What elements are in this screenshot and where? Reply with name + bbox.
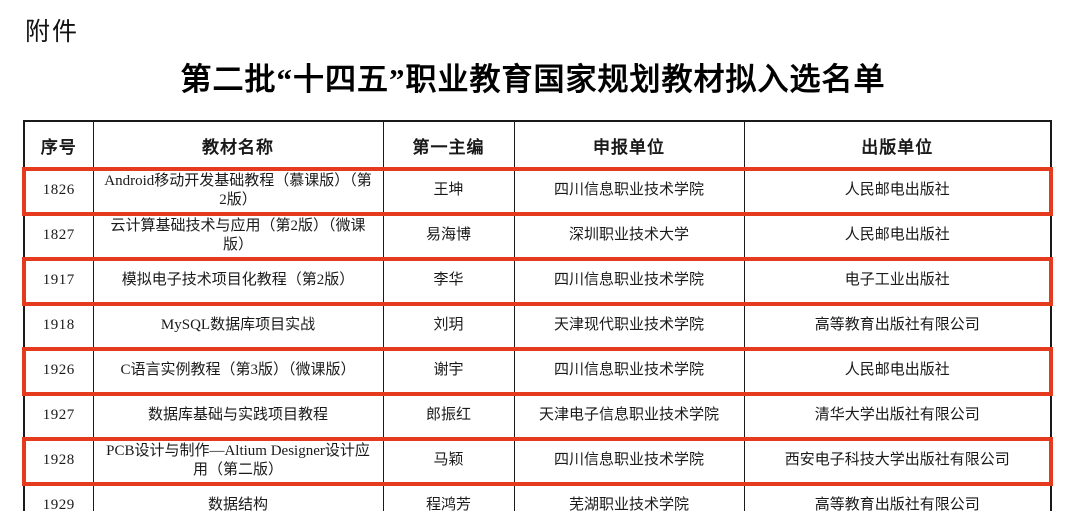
textbook-name: 云计算基础技术与应用（第2版）（微课版） — [92, 213, 384, 259]
table-row: 1826 Android移动开发基础教程（慕课版）（第2版） 王坤 四川信息职业… — [22, 166, 1053, 216]
applicant-unit: 四川信息职业技术学院 — [513, 258, 745, 304]
table-row: 1929 数据结构 程鸿芳 芜湖职业技术学院 高等教育出版社有限公司 — [23, 483, 1052, 511]
textbook-name: 数据库基础与实践项目教程 — [92, 393, 384, 439]
editor-name: 李华 — [382, 258, 515, 304]
publisher-unit: 人民邮电出版社 — [743, 168, 1052, 214]
publisher-unit: 高等教育出版社有限公司 — [743, 303, 1052, 349]
editor-name: 谢宇 — [382, 348, 515, 394]
editor-name: 易海博 — [382, 213, 515, 259]
table-header-row: 序号 教材名称 第一主编 申报单位 出版单位 — [23, 120, 1052, 169]
table-row: 1917 模拟电子技术项目化教程（第2版） 李华 四川信息职业技术学院 电子工业… — [22, 256, 1053, 306]
column-header-publisher: 出版单位 — [743, 120, 1052, 169]
applicant-unit: 深圳职业技术大学 — [513, 213, 745, 259]
row-no: 1918 — [23, 303, 94, 349]
publisher-unit: 高等教育出版社有限公司 — [743, 483, 1052, 511]
publisher-unit: 人民邮电出版社 — [743, 348, 1052, 394]
textbook-table: 序号 教材名称 第一主编 申报单位 出版单位 1826 Android移动开发基… — [22, 120, 1053, 511]
textbook-name: 数据结构 — [92, 483, 384, 511]
row-no: 1826 — [23, 168, 94, 214]
applicant-unit: 四川信息职业技术学院 — [513, 438, 745, 484]
textbook-name: PCB设计与制作—Altium Designer设计应用（第二版） — [92, 438, 384, 484]
editor-name: 王坤 — [382, 168, 515, 214]
row-no: 1827 — [23, 213, 94, 259]
column-header-editor: 第一主编 — [382, 120, 515, 169]
row-no: 1928 — [23, 438, 94, 484]
attachment-label: 附件 — [25, 18, 80, 46]
textbook-table-container: 序号 教材名称 第一主编 申报单位 出版单位 1826 Android移动开发基… — [22, 120, 1053, 511]
row-no: 1926 — [23, 348, 94, 394]
row-no: 1917 — [23, 258, 94, 304]
column-header-applicant: 申报单位 — [513, 120, 745, 169]
column-header-no: 序号 — [23, 120, 94, 169]
applicant-unit: 天津现代职业技术学院 — [513, 303, 745, 349]
applicant-unit: 四川信息职业技术学院 — [513, 168, 745, 214]
column-header-name: 教材名称 — [92, 120, 384, 169]
table-row: 1827 云计算基础技术与应用（第2版）（微课版） 易海博 深圳职业技术大学 人… — [23, 213, 1052, 259]
editor-name: 马颖 — [382, 438, 515, 484]
applicant-unit: 天津电子信息职业技术学院 — [513, 393, 745, 439]
row-no: 1929 — [23, 483, 94, 511]
editor-name: 刘玥 — [382, 303, 515, 349]
row-no: 1927 — [23, 393, 94, 439]
table-row: 1918 MySQL数据库项目实战 刘玥 天津现代职业技术学院 高等教育出版社有… — [23, 303, 1052, 349]
editor-name: 程鸿芳 — [382, 483, 515, 511]
table-row: 1927 数据库基础与实践项目教程 郎振红 天津电子信息职业技术学院 清华大学出… — [23, 393, 1052, 439]
publisher-unit: 人民邮电出版社 — [743, 213, 1052, 259]
publisher-unit: 西安电子科技大学出版社有限公司 — [743, 438, 1052, 484]
publisher-unit: 清华大学出版社有限公司 — [743, 393, 1052, 439]
applicant-unit: 四川信息职业技术学院 — [513, 348, 745, 394]
publisher-unit: 电子工业出版社 — [743, 258, 1052, 304]
table-row: 1928 PCB设计与制作—Altium Designer设计应用（第二版） 马… — [22, 436, 1053, 486]
page-title: 第二批“十四五”职业教育国家规划教材拟入选名单 — [180, 62, 886, 97]
editor-name: 郎振红 — [382, 393, 515, 439]
applicant-unit: 芜湖职业技术学院 — [513, 483, 745, 511]
textbook-name: MySQL数据库项目实战 — [92, 303, 384, 349]
textbook-name: 模拟电子技术项目化教程（第2版） — [92, 258, 384, 304]
table-row: 1926 C语言实例教程（第3版）（微课版） 谢宇 四川信息职业技术学院 人民邮… — [22, 346, 1053, 396]
textbook-name: Android移动开发基础教程（慕课版）（第2版） — [92, 168, 384, 214]
textbook-name: C语言实例教程（第3版）（微课版） — [92, 348, 384, 394]
